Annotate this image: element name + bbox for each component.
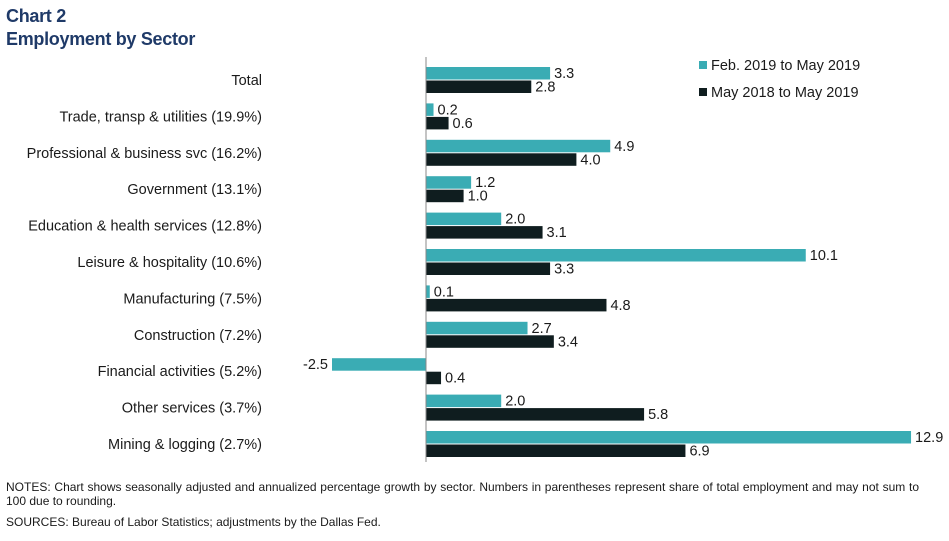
category-label: Leisure & hospitality (10.6%) (77, 255, 262, 271)
bar (332, 358, 426, 371)
data-label: 2.7 (532, 321, 552, 337)
bar (426, 262, 551, 275)
data-label: 4.9 (614, 139, 634, 155)
data-label: 0.1 (434, 284, 454, 300)
bar (426, 212, 502, 226)
bar (426, 226, 543, 239)
chart-title: Chart 2 (6, 6, 66, 26)
bar (426, 408, 645, 421)
data-label: 3.4 (558, 334, 578, 350)
chart-subtitle: Employment by Sector (6, 29, 196, 49)
data-label: 6.9 (689, 444, 709, 460)
data-label: 4.8 (610, 298, 630, 314)
bar (426, 321, 528, 335)
bar (426, 371, 442, 385)
data-label: 12.9 (915, 430, 943, 446)
legend-swatch (699, 61, 707, 69)
bar (426, 394, 502, 408)
bar (426, 80, 532, 93)
data-label: 0.4 (445, 371, 465, 387)
bar (426, 249, 806, 262)
category-label: Government (13.1%) (127, 182, 262, 198)
data-label: 1.0 (468, 189, 488, 205)
data-label: 3.1 (547, 225, 567, 241)
bar (426, 285, 430, 298)
bar (426, 153, 577, 166)
category-label: Trade, transp & utilities (19.9%) (59, 109, 262, 125)
data-label: 2.8 (535, 80, 555, 96)
bar (426, 103, 434, 116)
bar (426, 444, 686, 457)
bar (426, 298, 607, 312)
chart-sources: SOURCES: Bureau of Labor Statistics; adj… (6, 515, 381, 529)
bar (426, 431, 912, 444)
data-label: 4.0 (580, 152, 600, 168)
data-label: 3.3 (554, 66, 574, 82)
data-label: 0.2 (438, 102, 458, 118)
category-label: Education & health services (12.8%) (28, 219, 262, 235)
category-label: Professional & business svc (16.2%) (27, 146, 262, 162)
data-label: 3.3 (554, 262, 574, 278)
data-label: 2.0 (505, 212, 525, 228)
bar (426, 335, 554, 348)
category-label: Manufacturing (7.5%) (123, 291, 262, 307)
bar (426, 176, 472, 189)
data-label: 0.6 (453, 116, 473, 132)
category-label: Other services (3.7%) (122, 401, 262, 417)
chart-notes: NOTES: Chart shows seasonally adjusted a… (6, 480, 919, 508)
data-label: -2.5 (303, 357, 328, 373)
category-label: Mining & logging (2.7%) (108, 437, 262, 453)
bar (426, 67, 551, 80)
legend-swatch (699, 88, 707, 96)
data-label: 2.0 (505, 394, 525, 410)
legend-label: Feb. 2019 to May 2019 (711, 58, 860, 74)
category-label: Financial activities (5.2%) (98, 364, 262, 380)
bar (426, 139, 611, 153)
category-label: Construction (7.2%) (134, 328, 262, 344)
data-label: 10.1 (810, 248, 838, 264)
bar (426, 189, 464, 203)
category-label: Total (231, 73, 262, 89)
bar (426, 116, 449, 130)
legend-label: May 2018 to May 2019 (711, 85, 859, 101)
data-label: 5.8 (648, 407, 668, 423)
data-label: 1.2 (475, 175, 495, 191)
